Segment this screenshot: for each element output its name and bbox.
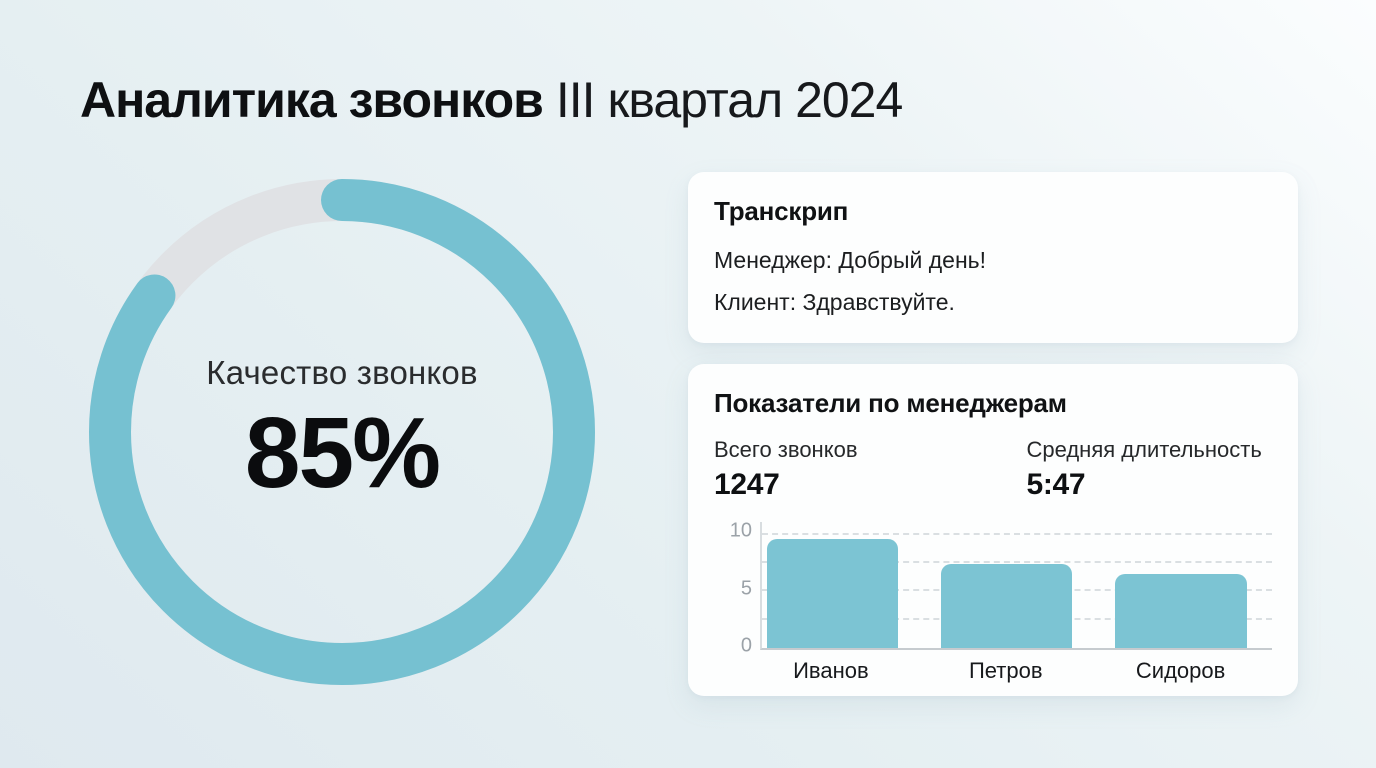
call-quality-donut-chart: Качество звонков 85% bbox=[89, 179, 595, 685]
gridline-10 bbox=[762, 532, 1272, 535]
donut-label: Качество звонков bbox=[206, 353, 478, 391]
stat-total-calls-label: Всего звонков bbox=[714, 437, 858, 462]
managers-bar-chart: 0 5 10 Иванов Петров Сидоров bbox=[714, 519, 1272, 684]
x-axis-labels: Иванов Петров Сидоров bbox=[760, 658, 1272, 684]
page-title-bold: Аналитика звонков bbox=[80, 72, 544, 128]
x-label-ivanov: Иванов bbox=[793, 658, 869, 683]
donut-svg bbox=[89, 179, 595, 685]
stat-avg-duration: Средняя длительность 5:47 bbox=[1026, 437, 1261, 502]
page-title-period: III квартал 2024 bbox=[555, 72, 903, 128]
manager-metrics-card: Показатели по менеджерам Всего звонков 1… bbox=[688, 364, 1298, 696]
y-tick-0: 0 bbox=[740, 634, 752, 657]
stat-total-calls: Всего звонков 1247 bbox=[714, 437, 1026, 502]
transcript-card-title: Транскрип bbox=[714, 196, 849, 226]
transcript-line-manager: Менеджер: Добрый день! bbox=[714, 247, 987, 273]
transcript-line-client: Клиент: Здравствуйте. bbox=[714, 289, 955, 315]
metrics-card-title: Показатели по менеджерам bbox=[714, 388, 1067, 418]
stat-avg-duration-label: Средняя длительность bbox=[1026, 437, 1262, 462]
donut-progress-arc bbox=[89, 179, 595, 685]
bar-sidorov bbox=[1115, 574, 1247, 648]
bar-ivanov bbox=[767, 539, 899, 648]
gridline-7.5 bbox=[762, 561, 1272, 564]
donut-center-text: Качество звонков 85% bbox=[89, 179, 595, 685]
transcript-lines: Менеджер: Добрый день! Клиент: Здравству… bbox=[714, 239, 1272, 323]
stat-total-calls-value: 1247 bbox=[714, 468, 780, 501]
y-tick-5: 5 bbox=[740, 577, 752, 599]
bar-petrov bbox=[941, 564, 1073, 648]
stat-avg-duration-value: 5:47 bbox=[1026, 468, 1086, 501]
x-label-petrov: Петров bbox=[968, 658, 1043, 683]
donut-value: 85% bbox=[244, 396, 441, 509]
stats-row: Всего звонков 1247 Средняя длительность … bbox=[714, 437, 1272, 502]
bars-group bbox=[762, 522, 1272, 648]
transcript-card: Транскрип Менеджер: Добрый день! Клиент:… bbox=[688, 172, 1298, 343]
page-title: Аналитика звонков III квартал 2024 bbox=[80, 72, 903, 128]
y-tick-10: 10 bbox=[729, 519, 752, 542]
x-label-sidorov: Сидоров bbox=[1135, 658, 1226, 683]
chart-plot-area bbox=[760, 522, 1272, 650]
